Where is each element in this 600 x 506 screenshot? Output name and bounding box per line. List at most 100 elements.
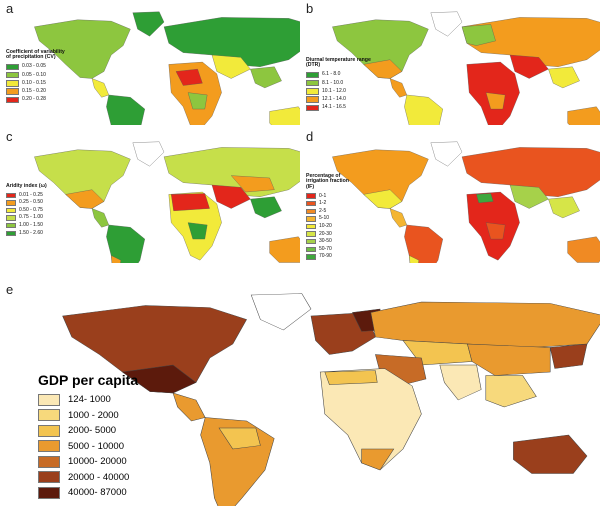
legend-e-label: 2000- 5000: [68, 425, 117, 437]
legend-d-item: 30-50: [306, 238, 349, 246]
panel-a: a Coefficient of variability of precip: [0, 0, 300, 125]
legend-b-item: 8.1 - 10.0: [306, 79, 371, 87]
legend-e: GDP per capita 124- 1000 1000 - 2000 2000-…: [38, 372, 138, 501]
legend-c-label: 0.01 - 0.25: [19, 191, 43, 198]
legend-b-swatch: [306, 104, 319, 111]
legend-d-label: 2-5: [319, 207, 327, 214]
legend-a-swatch: [6, 71, 19, 79]
map-e-gdp: [62, 293, 600, 506]
legend-c-item: 1.00 - 1.50: [6, 222, 47, 230]
legend-d-swatch: [306, 239, 316, 245]
legend-e-label: 40000- 87000: [68, 487, 127, 499]
legend-d-item: 0-1: [306, 192, 349, 200]
legend-a-title-line1: Coefficient of variability: [6, 49, 65, 55]
legend-d-swatch: [306, 254, 316, 260]
legend-b-item: 10.1 - 12.0: [306, 87, 371, 95]
legend-d-swatch: [306, 208, 316, 215]
map-d-irrigation: [332, 141, 600, 263]
legend-d-label: 10-20: [319, 222, 332, 229]
legend-e-item: 20000 - 40000: [38, 470, 138, 486]
legend-e-label: 10000- 20000: [68, 456, 127, 468]
legend-e-item: 1000 - 2000: [38, 408, 138, 424]
legend-c: Aridity index (ω) 0.01 - 0.25 0.25 - 0.50…: [6, 183, 47, 237]
panel-c: c Aridity index (ω) 0.01 - 0.25 0.25 - 0.…: [0, 128, 300, 263]
legend-d-swatch: [306, 231, 316, 237]
legend-a-item: 0.10 - 0.15: [6, 79, 65, 87]
legend-b: Diurnal temperature range (DTR) 6.1 - 8.…: [306, 57, 371, 112]
legend-d-swatch: [306, 223, 316, 230]
legend-d-title-line1: Percentage of: [306, 173, 341, 179]
legend-e-swatch: [38, 486, 60, 499]
legend-c-rows: 0.01 - 0.25 0.25 - 0.50 0.50 - 0.75 0.75 - …: [6, 191, 47, 237]
legend-c-label: 0.75 - 1.00: [19, 214, 43, 221]
legend-d-item: 2-5: [306, 208, 349, 216]
panel-d-letter: d: [306, 129, 314, 144]
legend-d: Percentage of irrigation fraction (IF) 0…: [306, 173, 349, 261]
legend-e-label: 1000 - 2000: [68, 409, 119, 421]
legend-b-label: 12.1 - 14.0: [322, 95, 346, 102]
legend-a: Coefficient of variability of precipitat…: [6, 49, 65, 104]
legend-e-item: 5000 - 10000: [38, 439, 138, 455]
legend-c-item: 0.01 - 0.25: [6, 191, 47, 199]
legend-b-label: 6.1 - 8.0: [322, 71, 341, 78]
legend-c-item: 0.50 - 0.75: [6, 207, 47, 215]
legend-d-label: 1-2: [319, 200, 327, 207]
legend-c-title-line1: Aridity index (ω): [6, 183, 47, 189]
legend-e-swatch: [38, 424, 60, 437]
panel-b-letter: b: [306, 1, 314, 16]
map-c-aridity: [34, 141, 300, 263]
legend-c-item: 1.50 - 2.60: [6, 229, 47, 237]
legend-e-swatch: [38, 471, 60, 484]
legend-c-label: 1.50 - 2.60: [19, 229, 43, 236]
legend-a-swatch: [6, 80, 19, 87]
legend-e-swatch: [38, 440, 60, 453]
legend-a-swatch: [6, 63, 19, 71]
legend-d-label: 5-10: [319, 215, 330, 222]
panel-c-letter: c: [6, 129, 13, 144]
legend-a-swatch: [6, 96, 19, 103]
legend-b-item: 6.1 - 8.0: [306, 71, 371, 79]
legend-d-swatch: [306, 201, 316, 207]
legend-b-rows: 6.1 - 8.0 8.1 - 10.0 10.1 - 12.0 12.1 - 14.…: [306, 71, 371, 112]
legend-a-rows: 0.03 - 0.05 0.05 - 0.10 0.10 - 0.15 0.15 - …: [6, 63, 65, 104]
legend-d-item: 5-10: [306, 215, 349, 223]
map-b-dtr: [332, 11, 600, 125]
legend-a-label: 0.15 - 0.20: [22, 87, 46, 94]
legend-d-title-line2: irrigation fraction: [306, 178, 349, 185]
legend-d-rows: 0-1 1-2 2-5 5-10 10-20 20-30 30-50 50-70 70-90: [306, 192, 349, 260]
legend-e-label: 124- 1000: [68, 394, 111, 406]
legend-d-item: 10-20: [306, 223, 349, 231]
legend-c-swatch: [6, 215, 16, 221]
legend-b-title-line1: Diurnal temperature range: [306, 57, 371, 63]
legend-c-label: 0.50 - 0.75: [19, 206, 43, 213]
panel-b: b Diurnal temperature range (DTR) 6.1 - …: [300, 0, 600, 125]
legend-e-item: 40000- 87000: [38, 485, 138, 501]
legend-e-title: GDP per capita: [38, 372, 139, 388]
legend-b-label: 14.1 - 16.5: [322, 104, 346, 111]
legend-d-label: 70-90: [319, 253, 332, 260]
legend-b-label: 10.1 - 12.0: [322, 87, 346, 94]
legend-e-swatch: [38, 393, 60, 406]
legend-c-label: 0.25 - 0.50: [19, 199, 43, 206]
legend-c-swatch: [6, 200, 16, 206]
legend-a-item: 0.15 - 0.20: [6, 87, 65, 95]
legend-b-swatch: [306, 88, 319, 95]
legend-d-item: 70-90: [306, 253, 349, 261]
legend-b-item: 12.1 - 14.0: [306, 95, 371, 103]
legend-d-label: 0-1: [319, 192, 327, 199]
legend-c-item: 0.75 - 1.00: [6, 214, 47, 222]
legend-e-label: 5000 - 10000: [68, 440, 124, 452]
legend-c-swatch: [6, 222, 16, 229]
legend-c-label: 1.00 - 1.50: [19, 222, 43, 228]
panel-d: d Percentage of irrigation fraction (IF)…: [300, 128, 600, 263]
legend-d-item: 20-30: [306, 230, 349, 238]
legend-a-title-line2: of precipitation (CV): [6, 54, 56, 61]
legend-d-swatch: [306, 216, 316, 222]
legend-b-swatch: [306, 96, 319, 103]
legend-a-label: 0.20 - 0.28: [22, 96, 46, 103]
legend-d-label: 50-70: [319, 245, 332, 252]
legend-a-item: 0.05 - 0.10: [6, 71, 65, 79]
legend-c-swatch: [6, 192, 16, 198]
legend-d-item: 1-2: [306, 200, 349, 208]
legend-a-swatch: [6, 88, 19, 95]
